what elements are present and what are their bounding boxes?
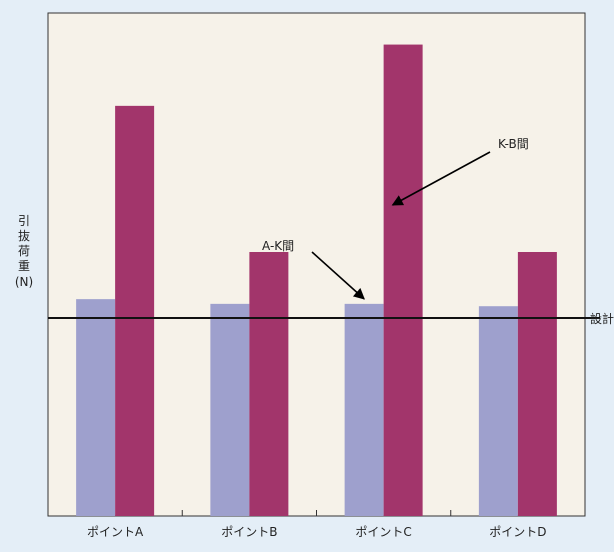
x-tick-label-3: ポイントD <box>489 525 546 539</box>
annotation-arrow-1 <box>391 151 491 206</box>
y-axis-label-char-0: 引 <box>18 214 30 228</box>
x-tick-label-0: ポイントA <box>87 525 144 539</box>
x-tick-label-2: ポイントC <box>355 525 411 539</box>
bar-ak-0 <box>76 299 116 516</box>
bar-kb-2 <box>383 44 423 516</box>
y-axis-label-char-1: 抜 <box>18 229 30 243</box>
annotation-label-0: A-K間 <box>262 239 294 253</box>
bar-kb-0 <box>115 105 155 516</box>
y-axis-label-char-3: 重 <box>18 259 30 273</box>
bar-ak-3 <box>478 306 518 516</box>
design-reference-label: 設計 <box>590 311 614 326</box>
y-axis-label-char-2: 荷 <box>18 244 30 258</box>
bar-kb-1 <box>249 252 289 516</box>
bar-ak-2 <box>344 303 384 516</box>
x-tick-label-1: ポイントB <box>221 525 277 539</box>
bar-ak-1 <box>210 303 250 516</box>
bar-kb-3 <box>517 252 557 516</box>
y-axis-unit-label: (N) <box>15 275 33 289</box>
annotation-arrow-0 <box>311 251 365 300</box>
annotation-label-1: K-B間 <box>498 137 529 151</box>
